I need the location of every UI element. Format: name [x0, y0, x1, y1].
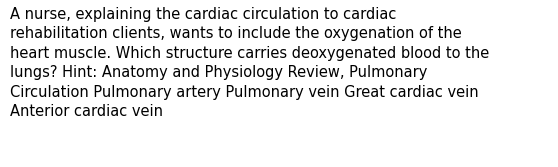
- Text: A nurse, explaining the cardiac circulation to cardiac
rehabilitation clients, w: A nurse, explaining the cardiac circulat…: [10, 7, 489, 119]
